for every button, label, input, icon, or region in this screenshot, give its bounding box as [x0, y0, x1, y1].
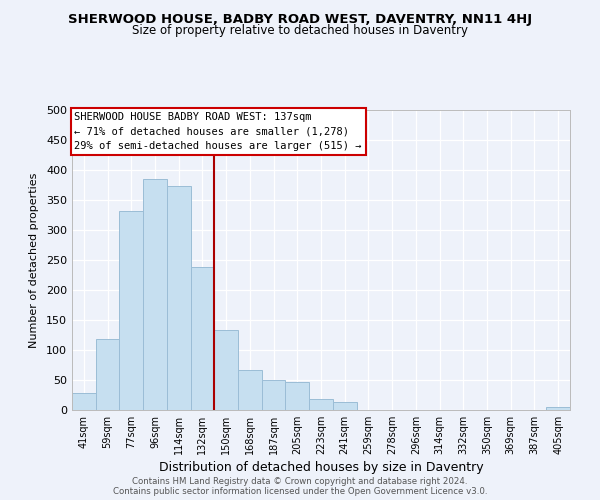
Bar	[286, 382, 309, 410]
Bar	[143, 179, 167, 410]
Text: SHERWOOD HOUSE BADBY ROAD WEST: 137sqm
← 71% of detached houses are smaller (1,2: SHERWOOD HOUSE BADBY ROAD WEST: 137sqm ←…	[74, 112, 362, 151]
X-axis label: Distribution of detached houses by size in Daventry: Distribution of detached houses by size …	[158, 461, 484, 474]
Bar	[191, 267, 214, 410]
Bar	[96, 339, 119, 410]
Bar	[214, 330, 238, 410]
Bar	[72, 393, 96, 410]
Bar	[333, 402, 356, 410]
Y-axis label: Number of detached properties: Number of detached properties	[29, 172, 39, 348]
Text: Contains public sector information licensed under the Open Government Licence v3: Contains public sector information licen…	[113, 486, 487, 496]
Text: Contains HM Land Registry data © Crown copyright and database right 2024.: Contains HM Land Registry data © Crown c…	[132, 476, 468, 486]
Text: SHERWOOD HOUSE, BADBY ROAD WEST, DAVENTRY, NN11 4HJ: SHERWOOD HOUSE, BADBY ROAD WEST, DAVENTR…	[68, 12, 532, 26]
Bar	[119, 211, 143, 410]
Bar	[309, 399, 333, 410]
Bar	[262, 380, 286, 410]
Text: Size of property relative to detached houses in Daventry: Size of property relative to detached ho…	[132, 24, 468, 37]
Bar	[546, 407, 570, 410]
Bar	[238, 370, 262, 410]
Bar	[167, 186, 191, 410]
